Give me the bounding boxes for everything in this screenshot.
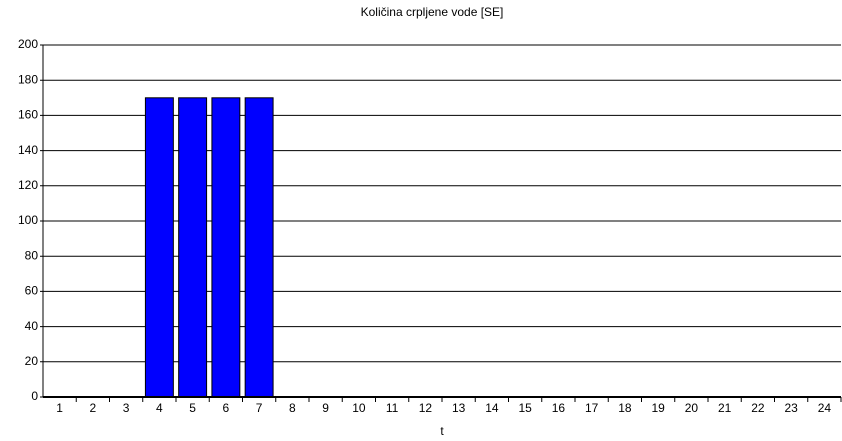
y-tick-label: 0 — [31, 389, 38, 403]
y-tick-label: 40 — [25, 319, 39, 333]
x-tick-label: 17 — [585, 401, 599, 415]
x-tick-label: 4 — [156, 401, 163, 415]
x-tick-label: 20 — [685, 401, 699, 415]
y-tick-label: 20 — [25, 354, 39, 368]
x-tick-label: 19 — [651, 401, 665, 415]
x-tick-label: 21 — [718, 401, 732, 415]
x-axis-label: t — [440, 424, 444, 438]
y-tick-label: 200 — [18, 37, 38, 51]
x-tick-label: 24 — [818, 401, 832, 415]
x-tick-label: 2 — [90, 401, 97, 415]
x-tick-label: 7 — [256, 401, 263, 415]
x-tick-label: 9 — [322, 401, 329, 415]
x-tick-label: 6 — [223, 401, 230, 415]
x-tick-label: 8 — [289, 401, 296, 415]
bar — [244, 97, 274, 398]
x-tick-label: 10 — [352, 401, 366, 415]
bar — [178, 97, 208, 398]
y-tick-label: 140 — [18, 143, 38, 157]
y-tick-label: 120 — [18, 178, 38, 192]
x-tick-label: 1 — [56, 401, 63, 415]
x-tick-label: 14 — [485, 401, 499, 415]
chart-title: Količina crpljene vode [SE] — [361, 5, 504, 19]
x-tick-label: 18 — [618, 401, 632, 415]
x-tick-label: 15 — [518, 401, 532, 415]
y-tick-label: 60 — [25, 284, 39, 298]
x-tick-label: 3 — [123, 401, 130, 415]
bar — [211, 97, 241, 398]
x-tick-label: 23 — [784, 401, 798, 415]
y-tick-label: 100 — [18, 213, 38, 227]
bar — [144, 97, 174, 398]
x-tick-label: 12 — [419, 401, 433, 415]
x-tick-label: 11 — [386, 401, 399, 415]
y-tick-label: 180 — [18, 72, 38, 86]
x-tick-label: 22 — [751, 401, 765, 415]
y-tick-label: 80 — [25, 248, 39, 262]
x-tick-label: 13 — [452, 401, 466, 415]
x-tick-label: 5 — [189, 401, 196, 415]
x-tick-label: 16 — [552, 401, 566, 415]
y-tick-label: 160 — [18, 108, 38, 122]
